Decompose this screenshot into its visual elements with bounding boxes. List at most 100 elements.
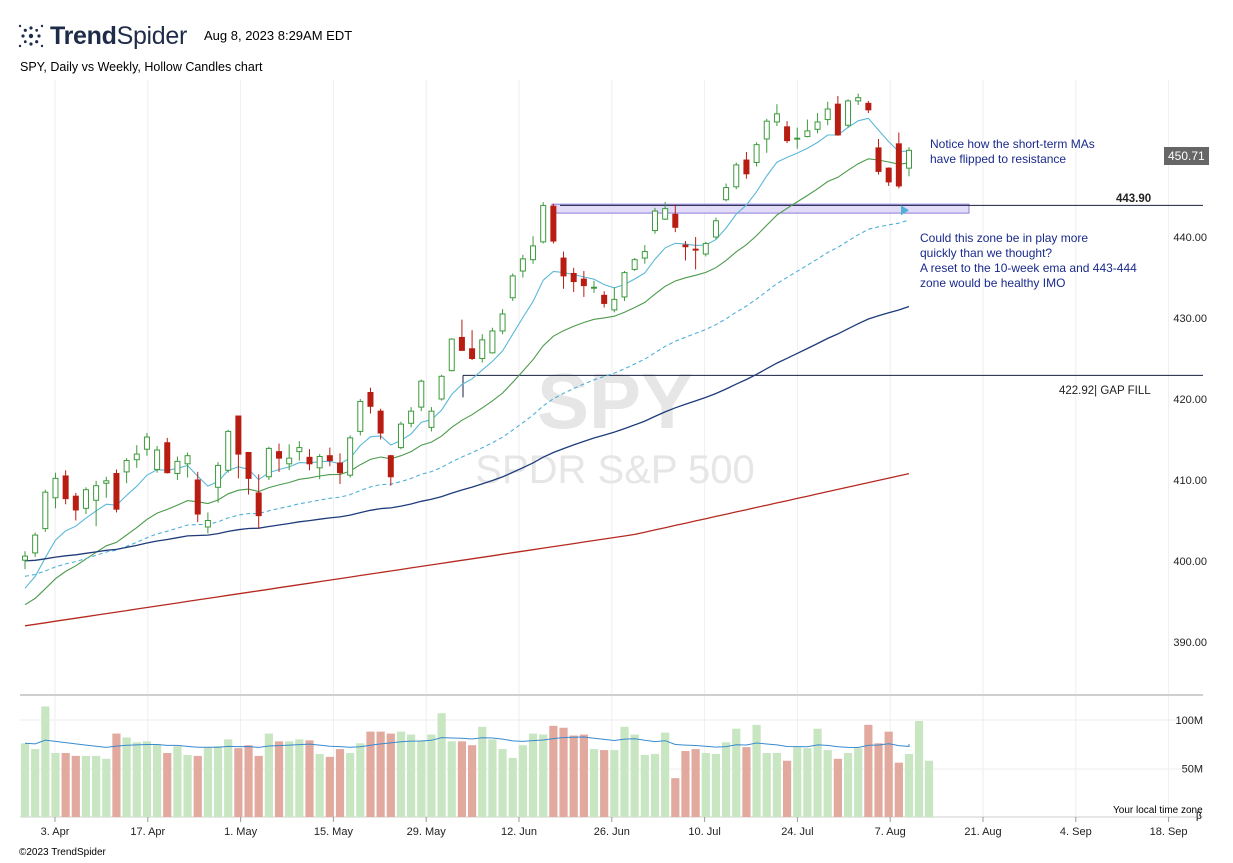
timezone-beta-icon: β [1196,811,1202,822]
volume-bar [559,727,568,817]
candle-body [834,103,841,136]
candle-body [72,495,79,511]
ema-fast-line [24,117,910,589]
brand-bold: Trend [50,21,117,50]
candle-body [265,447,272,478]
level-label-443: 443.90 [1116,193,1152,205]
candle-body [22,555,28,561]
volume-bar [376,731,385,817]
volume-bar [183,754,192,817]
time-tick-label: 21. Aug [964,826,1001,838]
volume-bar [325,756,334,817]
sma-200-red-line [24,472,910,627]
volume-bar [213,746,223,817]
price-tick-label: 390.00 [1173,637,1207,649]
candle-body [438,375,445,400]
volume-bar [671,778,680,817]
volume-bar [51,752,60,817]
candle-body [906,149,912,169]
candle-body [184,455,191,465]
candle-body [794,137,801,140]
candle-body [133,453,140,461]
price-tick-label: 430.00 [1173,313,1207,325]
candle-body [702,242,709,255]
candle-body [143,436,150,450]
candle-body [418,380,425,408]
candle-body [763,120,770,140]
volume-bar [71,755,80,817]
volume-bar [41,706,50,817]
volume-bar [81,755,91,817]
candle-body [32,534,39,554]
candle-body [601,294,608,304]
price-tick-label: 420.00 [1173,394,1207,406]
copyright: ©2023 TrendSpider [19,847,106,858]
volume-bar [20,743,30,817]
candle-body [377,410,384,434]
candle-body [784,126,791,142]
note-resistance-line-1: Notice how the short-term MAs [930,137,1095,151]
brand-logo[interactable]: TrendSpider [18,22,187,50]
volume-bar [610,750,619,817]
time-tick-label: 18. Sep [1150,826,1188,838]
candle-body [326,455,333,462]
candle-body [357,400,364,432]
volume-bar [112,733,121,817]
volume-bar [803,748,812,817]
volume-bar [833,758,842,817]
candle-body [540,204,547,243]
time-tick-label: 7. Aug [875,826,906,838]
volume-tick-label: 50M [1182,764,1203,776]
candle-body [662,208,669,220]
candle-body [387,455,394,478]
candle-body [723,187,730,201]
volume-bar [528,733,538,817]
volume-bar [203,747,212,817]
volume-bar [650,753,660,817]
volume-bar [762,752,771,817]
candle-body [611,298,618,311]
volume-bar [772,752,782,817]
volume-bar [467,745,477,817]
time-tick-label: 15. May [314,826,354,838]
volume-bar [437,713,446,817]
watermark-symbol: SPY [537,357,693,445]
note-resistance-line-2: have flipped to resistance [930,152,1067,166]
time-tick-label: 12. Jun [501,826,537,838]
volume-bar [366,731,375,817]
volume-bar [386,733,395,817]
candle-body [255,492,262,517]
candle-body [519,258,526,272]
volume-bar [640,754,649,817]
volume-bar [874,743,883,817]
price-tick-label: 440.00 [1173,232,1207,244]
volume-bar [244,745,253,817]
volume-bar [518,745,527,817]
volume-bar [549,725,558,817]
volume-bar [457,741,467,817]
volume-bar [295,739,304,817]
candle-body [408,410,415,424]
arrow-marker-icon [901,205,909,216]
brand-light: Spider [116,21,188,50]
candle-body [154,449,161,470]
volume-bar [924,760,934,817]
candle-body [215,464,222,488]
watermark-name: SPDR S&P 500 [475,448,754,492]
candle-body [489,330,496,354]
note-zone-line-4: zone would be healthy IMO [920,276,1066,290]
candle-body [895,143,902,187]
spider-logo-icon [18,24,44,48]
volume-bar [589,749,599,817]
timezone-label[interactable]: Your local time zone [1113,805,1203,816]
volume-bar [722,742,731,817]
candle-body [479,339,486,359]
candle-body [743,159,750,175]
candle-body [641,251,648,259]
candle-body [570,272,577,283]
note-resistance: Notice how the short-term MAs have flipp… [930,137,1095,167]
candle-body [225,430,232,471]
candle-body [824,108,831,121]
volume-bar [478,726,487,817]
